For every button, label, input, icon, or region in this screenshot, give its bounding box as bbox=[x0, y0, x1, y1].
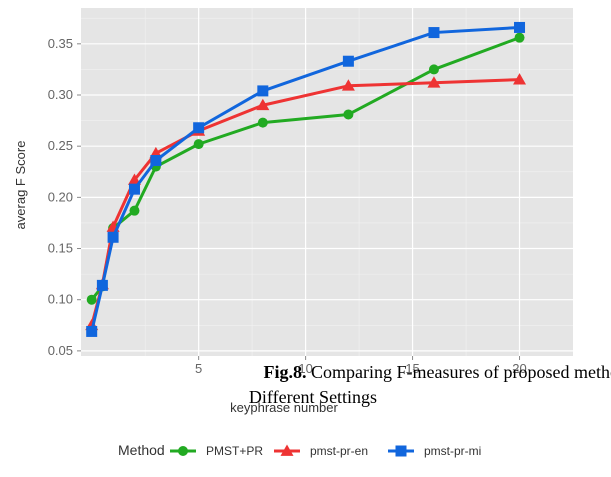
figure-caption: Fig.8. Comparing F-measures of proposed … bbox=[249, 362, 611, 407]
data-point-pmst-pr-en bbox=[256, 98, 270, 111]
data-point-pmst-pr bbox=[514, 32, 525, 43]
data-point-pmst-pr-mi bbox=[428, 27, 440, 39]
y-tick-label: 0.10 bbox=[48, 292, 73, 307]
data-point-pmst-pr-en bbox=[427, 76, 441, 88]
data-point-pmst-pr-mi bbox=[193, 122, 205, 134]
data-point-pmst-pr-mi bbox=[150, 155, 162, 167]
data-point-pmst-pr-mi bbox=[96, 279, 108, 291]
caption-label: Fig.8. bbox=[264, 362, 307, 382]
y-axis-title: averag F Score bbox=[13, 141, 28, 230]
data-point-pmst-pr-mi bbox=[514, 21, 526, 33]
data-point-pmst-pr-mi bbox=[257, 85, 269, 97]
legend-label-pmst-pr-mi: pmst-pr-mi bbox=[424, 444, 481, 458]
caption-line-1: Comparing F-measures of proposed method … bbox=[307, 362, 611, 382]
data-point-pmst-pr-en bbox=[513, 73, 527, 85]
data-point-pmst-pr bbox=[86, 294, 97, 305]
legend-label-pmst-pr: PMST+PR bbox=[206, 444, 263, 458]
data-point-pmst-pr bbox=[257, 117, 268, 128]
svg-text:Fig.8. Comparing F-measures of: Fig.8. Comparing F-measures of proposed … bbox=[264, 362, 611, 382]
x-axis-title: keyphrase number bbox=[230, 400, 338, 415]
legend-key-marker-pmst-pr-en bbox=[280, 444, 294, 456]
axes: 0.05 0.10 0.15 0.20 0.25 0.30 0.35 5 10 15 20 bbox=[48, 36, 527, 376]
y-tick-label: 0.25 bbox=[48, 138, 73, 153]
legend-key-marker-pmst-pr-mi bbox=[395, 445, 407, 457]
data-point-pmst-pr bbox=[193, 139, 204, 150]
caption-line-2: Different Settings bbox=[249, 387, 377, 407]
y-tick-label: 0.35 bbox=[48, 36, 73, 51]
plot-panel bbox=[81, 8, 573, 356]
legend-label-pmst-pr-en: pmst-pr-en bbox=[310, 444, 368, 458]
plot-area bbox=[81, 8, 573, 356]
y-tick-label: 0.05 bbox=[48, 343, 73, 358]
legend-key-marker-pmst-pr bbox=[178, 446, 188, 456]
data-point-pmst-pr-en bbox=[341, 79, 355, 91]
legend: Method PMST+PR pmst-pr-en pmst-pr-mi bbox=[118, 442, 481, 458]
y-tick-label: 0.15 bbox=[48, 241, 73, 256]
series-line-pmst-pr-mi bbox=[90, 25, 520, 332]
x-tick-label: 20 bbox=[512, 361, 526, 376]
legend-title: Method bbox=[118, 442, 165, 458]
data-point-pmst-pr-en bbox=[127, 173, 141, 185]
data-point-pmst-pr bbox=[129, 205, 140, 216]
y-tick-label: 0.20 bbox=[48, 189, 73, 204]
data-point-pmst-pr-mi bbox=[86, 325, 98, 337]
data-point-pmst-pr bbox=[343, 109, 354, 120]
data-point-pmst-pr-mi bbox=[342, 55, 354, 67]
data-point-pmst-pr-mi bbox=[107, 231, 119, 243]
x-tick-label: 5 bbox=[195, 361, 202, 376]
data-point-pmst-pr-mi bbox=[128, 183, 140, 195]
data-point-pmst-pr bbox=[428, 64, 439, 75]
x-tick-label: 10 bbox=[298, 361, 312, 376]
x-tick-label: 15 bbox=[405, 361, 419, 376]
y-tick-label: 0.30 bbox=[48, 87, 73, 102]
